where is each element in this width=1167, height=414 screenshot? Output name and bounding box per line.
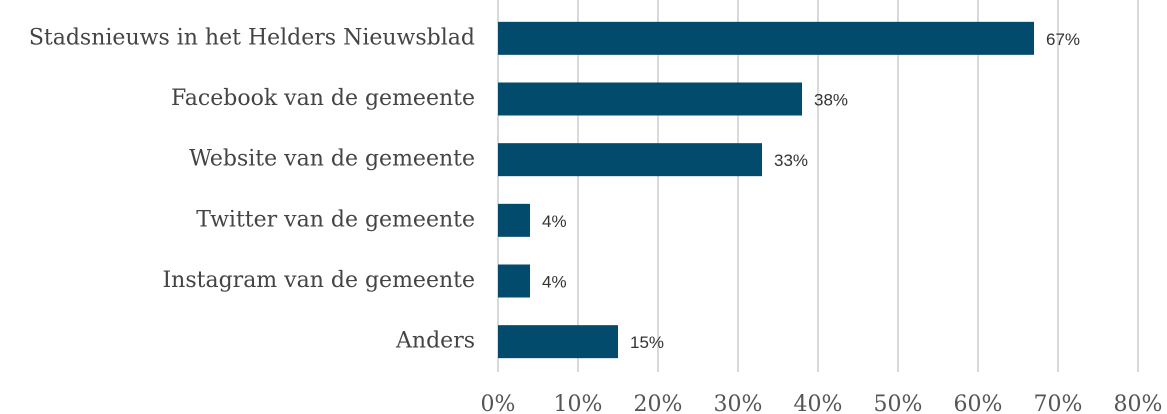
x-tick-label: 30% — [714, 392, 763, 414]
value-label: 38% — [814, 90, 848, 109]
x-tick-label: 0% — [481, 392, 516, 414]
x-tick-label: 40% — [794, 392, 843, 414]
bar — [498, 143, 762, 177]
bar — [498, 21, 1034, 55]
value-label: 67% — [1046, 30, 1080, 49]
bar — [498, 325, 618, 359]
y-tick-label: Anders — [395, 329, 475, 354]
x-tick-label: 50% — [874, 392, 923, 414]
y-tick-label: Stadsnieuws in het Helders Nieuwsblad — [29, 25, 475, 50]
bar — [498, 264, 530, 298]
value-label: 33% — [774, 151, 808, 170]
y-tick-label: Twitter van de gemeente — [196, 207, 475, 232]
y-tick-label: Website van de gemeente — [189, 147, 475, 172]
bar — [498, 82, 802, 116]
value-label: 4% — [542, 272, 567, 291]
x-tick-label: 70% — [1034, 392, 1083, 414]
value-label: 15% — [630, 333, 664, 352]
x-tick-label: 10% — [554, 392, 603, 414]
x-tick-label: 20% — [634, 392, 683, 414]
bar — [498, 203, 530, 237]
value-label: 4% — [542, 212, 567, 231]
x-tick-label: 80% — [1114, 392, 1163, 414]
y-tick-label: Instagram van de gemeente — [162, 268, 475, 293]
x-tick-label: 60% — [954, 392, 1003, 414]
y-tick-label: Facebook van de gemeente — [171, 86, 475, 111]
